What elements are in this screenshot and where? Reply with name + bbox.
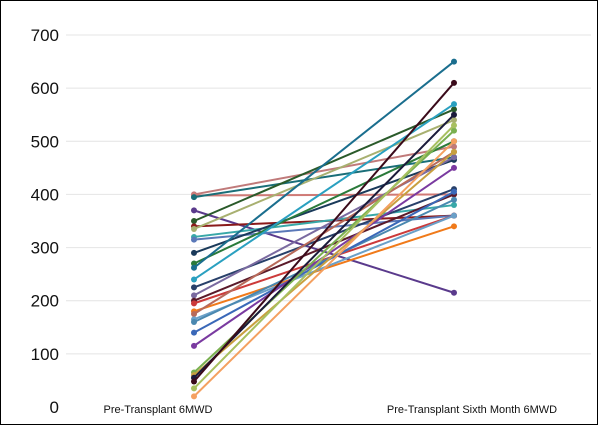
series-line — [193, 145, 455, 196]
data-point — [191, 264, 197, 271]
data-point — [191, 378, 197, 385]
series-line — [193, 190, 455, 334]
data-point — [451, 289, 457, 296]
data-point — [451, 212, 457, 219]
series-line — [193, 119, 455, 230]
data-point — [191, 225, 197, 232]
y-tick-label: 200 — [31, 292, 59, 311]
series-line — [193, 156, 455, 297]
series-line — [193, 60, 455, 269]
data-point — [451, 106, 457, 113]
series-7 — [191, 117, 457, 232]
series-22 — [191, 188, 457, 336]
data-point — [191, 385, 197, 392]
y-tick-label: 600 — [31, 79, 59, 98]
x-axis-ticks: Pre-Transplant 6MWD Pre-Transplant Sixth … — [103, 404, 557, 416]
data-point — [451, 154, 457, 161]
series-layer — [191, 58, 457, 400]
series-line — [193, 151, 455, 376]
series-line — [193, 198, 455, 323]
series-line — [193, 140, 455, 265]
series-12 — [191, 58, 457, 271]
series-line — [193, 156, 455, 199]
series-line — [193, 214, 455, 305]
data-point — [451, 117, 457, 124]
data-point — [451, 196, 457, 203]
data-point — [191, 393, 197, 400]
series-line — [193, 82, 455, 383]
series-25 — [191, 148, 457, 379]
data-point — [191, 311, 197, 317]
data-point — [451, 122, 457, 129]
series-10 — [191, 156, 457, 256]
data-point — [191, 318, 197, 325]
y-tick-label: 0 — [50, 398, 59, 417]
series-line — [193, 188, 455, 289]
data-point — [451, 101, 457, 108]
data-point — [451, 223, 457, 230]
data-point — [191, 207, 197, 214]
data-point — [191, 329, 197, 336]
series-29 — [191, 138, 457, 400]
y-tick-label: 400 — [31, 185, 59, 204]
data-point — [191, 249, 197, 256]
data-point — [451, 188, 457, 195]
series-line — [193, 204, 455, 238]
data-point — [451, 143, 457, 150]
data-point — [191, 276, 197, 283]
series-21 — [191, 196, 457, 325]
data-point — [451, 164, 457, 171]
series-27 — [191, 79, 457, 385]
data-point — [451, 138, 457, 145]
y-tick-label: 300 — [31, 239, 59, 258]
series-15 — [191, 154, 457, 299]
series-line — [193, 124, 455, 390]
data-point — [191, 292, 197, 299]
data-point — [191, 300, 197, 307]
data-point — [451, 79, 457, 86]
y-tick-label: 700 — [31, 26, 59, 45]
data-point — [451, 58, 457, 65]
data-point — [451, 148, 457, 155]
data-point — [191, 236, 197, 243]
y-tick-label: 500 — [31, 132, 59, 151]
series-8 — [191, 202, 457, 240]
series-line — [193, 158, 455, 254]
data-point — [191, 260, 197, 267]
data-point — [451, 111, 457, 118]
data-point — [451, 202, 457, 209]
x-tick-label: Pre-Transplant 6MWD — [103, 404, 212, 416]
data-point — [191, 194, 197, 201]
series-line — [193, 140, 455, 398]
y-axis-ticks: 0 100 200 300 400 500 600 700 — [31, 26, 59, 417]
data-point — [191, 284, 197, 291]
data-point — [191, 342, 197, 349]
series-line — [193, 193, 455, 197]
series-line — [193, 114, 455, 379]
y-tick-label: 100 — [31, 345, 59, 364]
series-28 — [191, 122, 457, 392]
data-point — [191, 218, 197, 224]
x-tick-label: Pre-Transplant Sixth Month 6MWD — [387, 404, 557, 416]
data-point — [451, 127, 457, 134]
